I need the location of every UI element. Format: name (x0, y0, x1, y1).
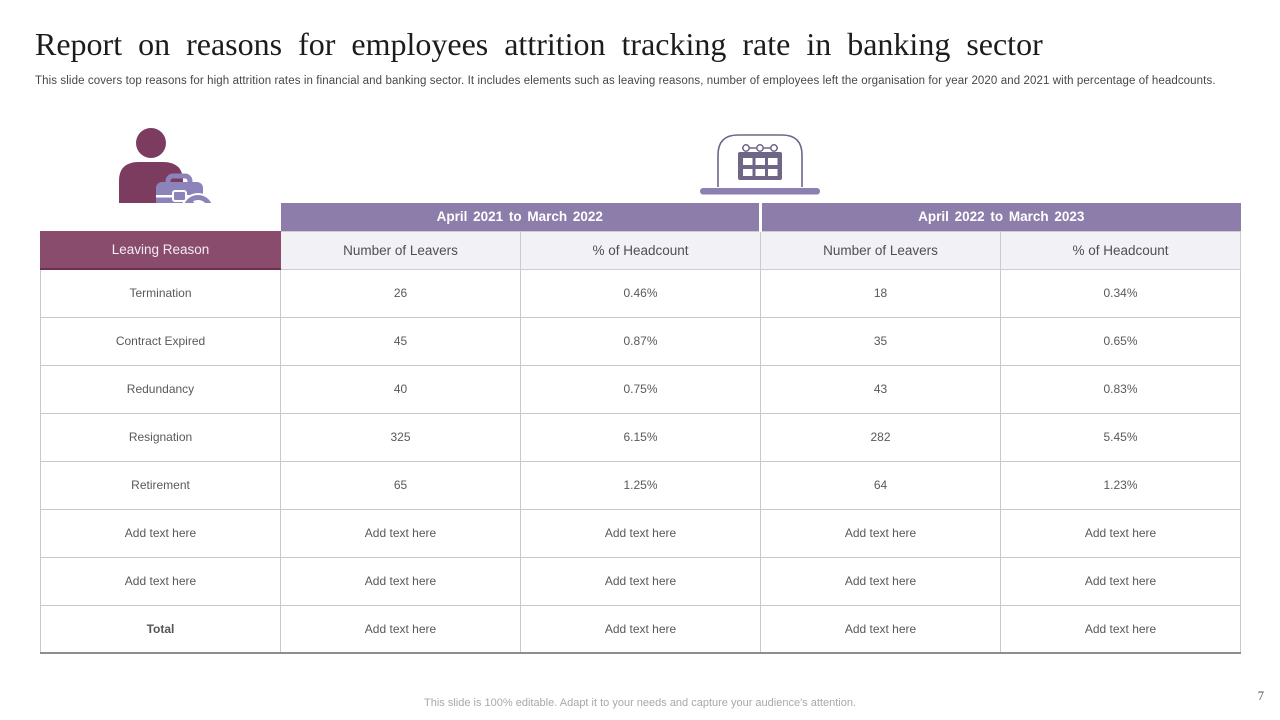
page-number: 7 (1257, 689, 1264, 703)
value-cell: 26 (280, 268, 521, 318)
year-header-2021-2022: April 2021 to March 2022 (280, 203, 763, 231)
value-cell: 0.75% (519, 364, 762, 414)
column-header-row: Leaving Reason Number of Leavers % of He… (40, 230, 1242, 270)
value-cell: 40 (280, 364, 521, 414)
leaving-reason-cell[interactable]: Add text here (40, 556, 281, 606)
table-row: Add text here Add text here Add text here A… (40, 508, 1242, 558)
value-cell: 0.83% (1000, 364, 1242, 414)
table-row: Contract Expired 45 0.87% 35 0.65% (40, 316, 1242, 366)
leaving-reason-cell: Resignation (40, 412, 281, 462)
value-cell: 1.25% (519, 460, 762, 510)
table-row: Resignation 325 6.15% 282 5.45% (40, 412, 1242, 462)
value-cell: 6.15% (519, 412, 762, 462)
corner-empty-cell (40, 203, 281, 231)
calendar-screen-icon (700, 131, 820, 195)
value-cell: 43 (760, 364, 1002, 414)
value-cell[interactable]: Add text here (760, 604, 1002, 654)
value-cell[interactable]: Add text here (519, 604, 762, 654)
value-cell: 0.87% (519, 316, 762, 366)
page-title: Report on reasons for employees attritio… (35, 26, 1043, 62)
calendar-ring-icon (770, 144, 778, 152)
value-cell[interactable]: Add text here (1000, 604, 1242, 654)
value-cell[interactable]: Add text here (280, 604, 521, 654)
value-cell: 64 (760, 460, 1002, 510)
value-cell[interactable]: Add text here (519, 508, 762, 558)
value-cell: 0.65% (1000, 316, 1242, 366)
table-row: Total Add text here Add text here Add text … (40, 604, 1242, 654)
value-cell: 0.34% (1000, 268, 1242, 318)
laptop-base-icon (700, 188, 820, 195)
value-cell: 5.45% (1000, 412, 1242, 462)
value-cell: 0.46% (519, 268, 762, 318)
value-cell: 35 (760, 316, 1002, 366)
column-header-leaving-reason: Leaving Reason (40, 230, 281, 270)
value-cell[interactable]: Add text here (760, 556, 1002, 606)
column-header-percent-headcount-1: % of Headcount (519, 230, 762, 270)
column-header-percent-headcount-2: % of Headcount (1000, 230, 1242, 270)
column-header-number-of-leavers-2: Number of Leavers (760, 230, 1002, 270)
year-header-row: April 2021 to March 2022 April 2022 to M… (40, 203, 1241, 231)
calendar-ring-icon (742, 144, 750, 152)
leaving-reason-cell: Redundancy (40, 364, 281, 414)
laptop-screen-outline (717, 134, 803, 187)
value-cell[interactable]: Add text here (280, 508, 521, 558)
value-cell: 325 (280, 412, 521, 462)
value-cell[interactable]: Add text here (1000, 508, 1242, 558)
year-header-2022-2023: April 2022 to March 2023 (760, 203, 1241, 231)
attrition-table: April 2021 to March 2022 April 2022 to M… (40, 203, 1242, 654)
value-cell: 65 (280, 460, 521, 510)
leaving-reason-cell[interactable]: Add text here (40, 508, 281, 558)
value-cell[interactable]: Add text here (519, 556, 762, 606)
value-cell[interactable]: Add text here (760, 508, 1002, 558)
leaving-reason-cell: Contract Expired (40, 316, 281, 366)
value-cell[interactable]: Add text here (1000, 556, 1242, 606)
person-head-icon (136, 128, 166, 158)
table-row: Redundancy 40 0.75% 43 0.83% (40, 364, 1242, 414)
leaving-reason-cell: Total (40, 604, 281, 654)
column-header-number-of-leavers-1: Number of Leavers (280, 230, 521, 270)
leaving-reason-cell: Retirement (40, 460, 281, 510)
value-cell: 1.23% (1000, 460, 1242, 510)
table-row: Termination 26 0.46% 18 0.34% (40, 268, 1242, 318)
slide-description: This slide covers top reasons for high a… (35, 75, 1216, 87)
leaving-reason-cell: Termination (40, 268, 281, 318)
attrition-table-body: Termination 26 0.46% 18 0.34% Contract Expire… (40, 268, 1242, 654)
value-cell: 282 (760, 412, 1002, 462)
laptop-calendar-icon (700, 134, 820, 195)
calendar-ring-icon (756, 144, 764, 152)
table-row: Add text here Add text here Add text here A… (40, 556, 1242, 606)
table-row: Retirement 65 1.25% 64 1.23% (40, 460, 1242, 510)
value-cell: 45 (280, 316, 521, 366)
editable-note: This slide is 100% editable. Adapt it to… (424, 697, 856, 709)
value-cell: 18 (760, 268, 1002, 318)
value-cell[interactable]: Add text here (280, 556, 521, 606)
